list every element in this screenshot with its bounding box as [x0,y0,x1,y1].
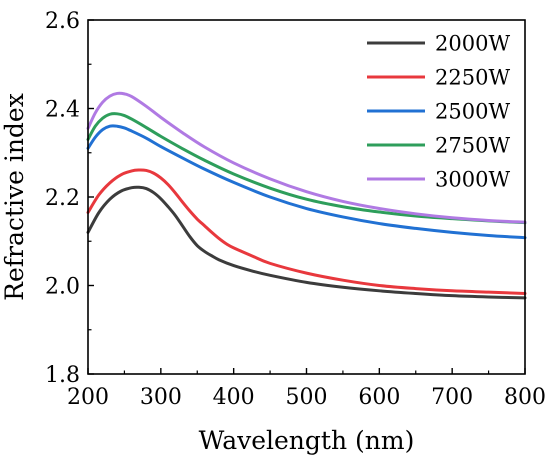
x-tick-label-0: 200 [67,385,109,410]
series-line-2000W [86,185,527,300]
legend-label-2500W: 2500W [435,100,510,124]
x-tick-label-6: 800 [504,385,546,410]
y-tick-label-1: 2.0 [45,275,80,300]
legend-label-2000W: 2000W [435,32,510,56]
series-line-2500W [86,124,527,240]
legend-label-3000W: 3000W [435,168,510,192]
y-tick-label-0: 1.8 [45,363,80,388]
series-layer [86,91,527,300]
ticks-layer: 200 300 400 500 600 700 800 1.8 2.0 2.2 2.4 2.6 [45,9,546,410]
x-tick-label-5: 700 [431,385,473,410]
x-tick-label-2: 400 [213,385,255,410]
series-line-2250W [86,168,527,295]
y-tick-label-4: 2.6 [45,9,80,34]
y-tick-label-3: 2.4 [45,98,80,123]
y-tick-label-2: 2.2 [45,186,80,211]
legend-label-2250W: 2250W [435,66,510,90]
x-tick-label-4: 600 [358,385,400,410]
series-line-3000W [86,91,527,224]
legend-label-2750W: 2750W [435,134,510,158]
x-tick-label-1: 300 [140,385,182,410]
y-axis-title: Refractive index [0,93,29,301]
x-axis-title: Wavelength (nm) [199,426,415,455]
series-line-2750W [86,112,527,225]
x-tick-label-3: 500 [286,385,328,410]
legend: 2000W 2250W 2500W 2750W 3000W [367,32,510,192]
